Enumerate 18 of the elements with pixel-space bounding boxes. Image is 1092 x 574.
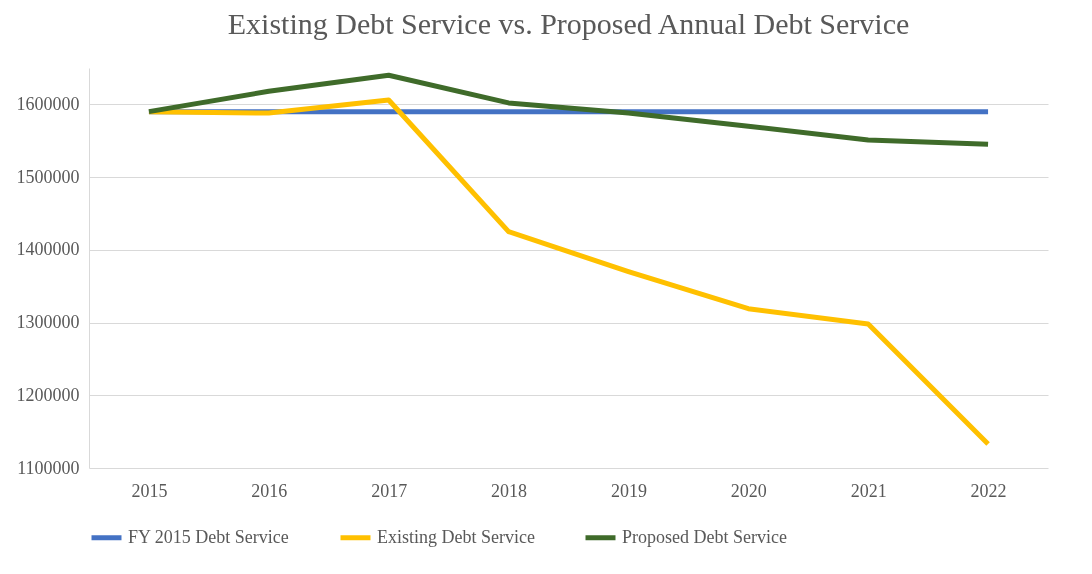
- x-tick-label: 2022: [970, 480, 1007, 501]
- y-tick-label: 1300000: [16, 312, 80, 333]
- legend-label: FY 2015 Debt Service: [128, 526, 289, 547]
- chart-title: Existing Debt Service vs. Proposed Annual Debt Service: [227, 7, 910, 40]
- y-tick-label: 1200000: [16, 384, 80, 405]
- y-tick-label: 1500000: [16, 166, 80, 187]
- legend-label: Existing Debt Service: [377, 526, 535, 547]
- y-tick-label: 1400000: [16, 239, 80, 260]
- x-tick-label: 2019: [610, 480, 647, 501]
- x-tick-label: 2017: [371, 480, 408, 501]
- x-tick-label: 2020: [730, 480, 767, 501]
- y-tick-label: 1600000: [16, 93, 80, 114]
- x-tick-label: 2021: [850, 480, 887, 501]
- x-tick-label: 2018: [491, 480, 528, 501]
- x-tick-label: 2016: [251, 480, 288, 501]
- y-tick-label: 1100000: [17, 457, 80, 478]
- legend-label: Proposed Debt Service: [622, 526, 787, 547]
- x-tick-label: 2015: [131, 480, 168, 501]
